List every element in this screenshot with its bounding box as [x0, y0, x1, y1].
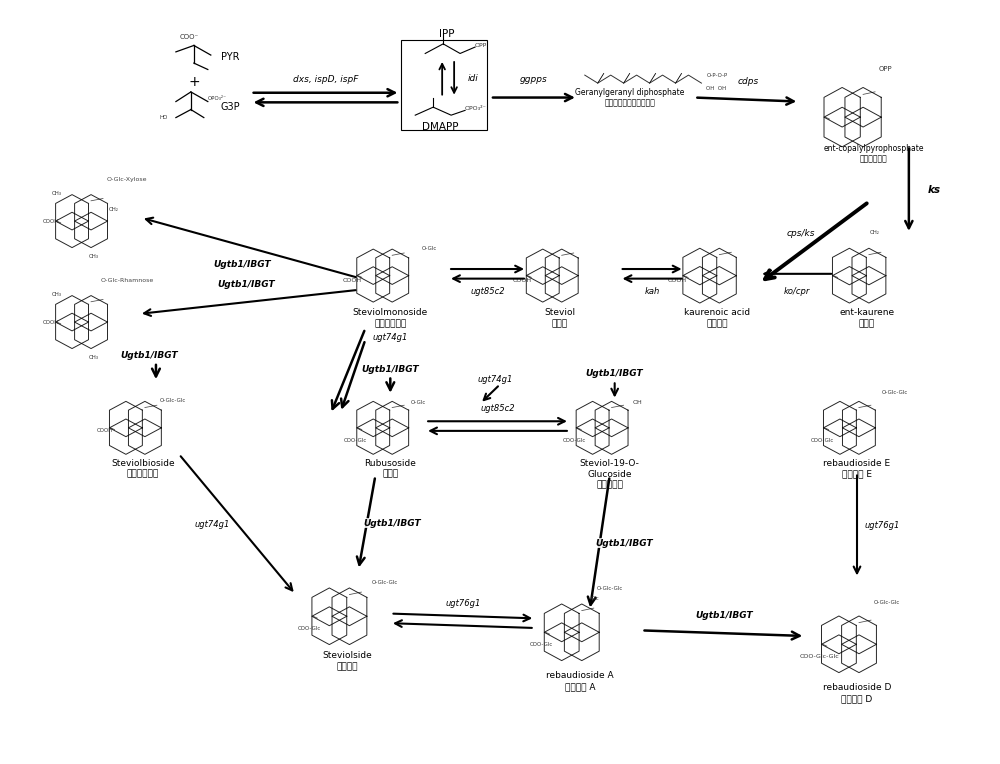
Text: COOH: COOH — [43, 219, 59, 225]
Text: kah: kah — [644, 287, 660, 296]
Text: ugt85c2: ugt85c2 — [480, 404, 515, 413]
Text: 贝壳烯酸: 贝壳烯酸 — [707, 319, 728, 328]
Text: O-Glc-Xylose: O-Glc-Xylose — [107, 177, 147, 182]
Text: 贝壳烯: 贝壳烯 — [859, 319, 875, 328]
Text: O-Glc-Rhamnose: O-Glc-Rhamnose — [100, 278, 154, 283]
Text: ugt74g1: ugt74g1 — [195, 520, 230, 529]
Text: CH₃: CH₃ — [89, 354, 99, 360]
Text: Rubusoside: Rubusoside — [364, 459, 416, 468]
Text: O-P-O-P: O-P-O-P — [706, 73, 728, 78]
Text: COOH: COOH — [668, 278, 687, 283]
Text: Steviolside: Steviolside — [323, 652, 372, 660]
Text: Ugtb1/IBGT: Ugtb1/IBGT — [586, 369, 643, 378]
Text: 牻牛儿基牻牛儿基二磷酸: 牻牛儿基牻牛儿基二磷酸 — [604, 99, 655, 108]
Text: OH: OH — [633, 400, 642, 405]
Text: rebaudioside D: rebaudioside D — [823, 684, 891, 692]
Text: Steviolmonoside: Steviolmonoside — [353, 309, 428, 318]
Text: Steviolbioside: Steviolbioside — [111, 459, 175, 468]
Text: ggpps: ggpps — [520, 76, 548, 84]
Text: COO-Glc: COO-Glc — [563, 438, 586, 443]
Text: ko/cpr: ko/cpr — [783, 287, 810, 296]
Text: Ugtb1/IBGT: Ugtb1/IBGT — [696, 611, 753, 620]
Text: Steviol: Steviol — [544, 309, 575, 318]
Text: OPO₃²⁻: OPO₃²⁻ — [465, 106, 487, 112]
Text: OPP: OPP — [879, 66, 893, 72]
Text: Geranylgeranyl diphosphate: Geranylgeranyl diphosphate — [575, 88, 684, 97]
Text: COOH: COOH — [97, 429, 113, 433]
Text: OPP: OPP — [475, 43, 487, 48]
Text: +: + — [188, 75, 200, 89]
Text: ugt85c2: ugt85c2 — [470, 287, 505, 296]
Text: PYR: PYR — [221, 52, 239, 62]
Text: 莱鲍迪苷 D: 莱鲍迪苷 D — [841, 694, 873, 703]
Text: Glucoside: Glucoside — [587, 470, 632, 478]
Text: HO: HO — [160, 115, 168, 120]
Text: O-Glc-Glc: O-Glc-Glc — [882, 390, 908, 395]
Text: ugt76g1: ugt76g1 — [446, 599, 481, 607]
Text: dxs, ispD, ispF: dxs, ispD, ispF — [293, 76, 358, 84]
Text: O-Glc-Glc: O-Glc-Glc — [597, 586, 623, 591]
Text: CH₂: CH₂ — [109, 207, 119, 212]
Text: CH₃: CH₃ — [52, 293, 62, 297]
Text: ent-kaurene: ent-kaurene — [839, 309, 895, 318]
Text: COO-Glc: COO-Glc — [530, 643, 554, 647]
Text: O-Glc: O-Glc — [411, 400, 426, 405]
Text: ent-copalylpyrophosphate: ent-copalylpyrophosphate — [824, 144, 924, 154]
Text: ugt76g1: ugt76g1 — [864, 521, 900, 530]
Text: rebaudioside A: rebaudioside A — [546, 672, 614, 681]
Text: 莱鲍迪苷 A: 莱鲍迪苷 A — [565, 682, 595, 691]
Text: Ugtb1/IBGT: Ugtb1/IBGT — [120, 351, 178, 360]
Text: Ugtb1/IBGT: Ugtb1/IBGT — [361, 364, 419, 374]
Text: CH₃: CH₃ — [52, 191, 62, 196]
Text: COOH: COOH — [43, 320, 59, 325]
Text: Ugtb1/IBGT: Ugtb1/IBGT — [214, 260, 271, 269]
Text: IPP: IPP — [439, 30, 455, 40]
Text: O-Glc-Glc: O-Glc-Glc — [874, 600, 900, 605]
Text: rebaudioside E: rebaudioside E — [823, 459, 891, 468]
Text: COO⁻: COO⁻ — [179, 34, 198, 40]
Text: Steviol-19-O-: Steviol-19-O- — [580, 459, 640, 468]
Text: 甜菊糖苷: 甜菊糖苷 — [337, 662, 358, 671]
Text: COO-Glc: COO-Glc — [344, 438, 367, 443]
Text: COO-Glc-Glc: COO-Glc-Glc — [799, 655, 839, 659]
Text: Ugtb1/IBGT: Ugtb1/IBGT — [363, 519, 421, 527]
Text: cdps: cdps — [737, 77, 758, 86]
Text: 甜菊醇单糖苷: 甜菊醇单糖苷 — [374, 319, 406, 328]
Text: COOH: COOH — [343, 278, 362, 283]
Text: COOH: COOH — [512, 278, 532, 283]
Text: CH₂: CH₂ — [870, 230, 880, 235]
Text: COO-Glc: COO-Glc — [810, 438, 834, 443]
Text: idi: idi — [468, 74, 478, 83]
Text: OH  OH: OH OH — [706, 86, 727, 90]
Text: cps/ks: cps/ks — [787, 229, 815, 238]
Text: 甜菊醇: 甜菊醇 — [552, 319, 568, 328]
Text: Glc: Glc — [590, 596, 599, 601]
Text: O-Glc-Glc: O-Glc-Glc — [372, 580, 399, 585]
Text: 莱鲍迪苷 E: 莱鲍迪苷 E — [842, 470, 872, 478]
Text: OPO₃²⁻: OPO₃²⁻ — [208, 96, 227, 101]
Text: G3P: G3P — [221, 102, 240, 112]
Text: ks: ks — [927, 185, 940, 195]
Text: O-Glc: O-Glc — [422, 246, 438, 251]
Text: Ugtb1/IBGT: Ugtb1/IBGT — [596, 539, 653, 548]
Text: Ugtb1/IBGT: Ugtb1/IBGT — [217, 280, 275, 289]
Text: ugt74g1: ugt74g1 — [373, 332, 408, 342]
Text: DMAPP: DMAPP — [422, 121, 458, 131]
Text: ugt74g1: ugt74g1 — [477, 375, 513, 384]
Text: kaurenoic acid: kaurenoic acid — [684, 309, 750, 318]
Text: 柯巴基焦磷酸: 柯巴基焦磷酸 — [860, 154, 888, 163]
Text: COO-Glc: COO-Glc — [298, 626, 321, 631]
Text: 甜菊醇双糖苷: 甜菊醇双糖苷 — [127, 470, 159, 478]
Text: 甜茶素: 甜茶素 — [382, 470, 398, 478]
Text: 甜菊醇单苷: 甜菊醇单苷 — [596, 480, 623, 489]
Text: CH₃: CH₃ — [89, 254, 99, 259]
Text: O-Glc-Glc: O-Glc-Glc — [160, 398, 186, 403]
